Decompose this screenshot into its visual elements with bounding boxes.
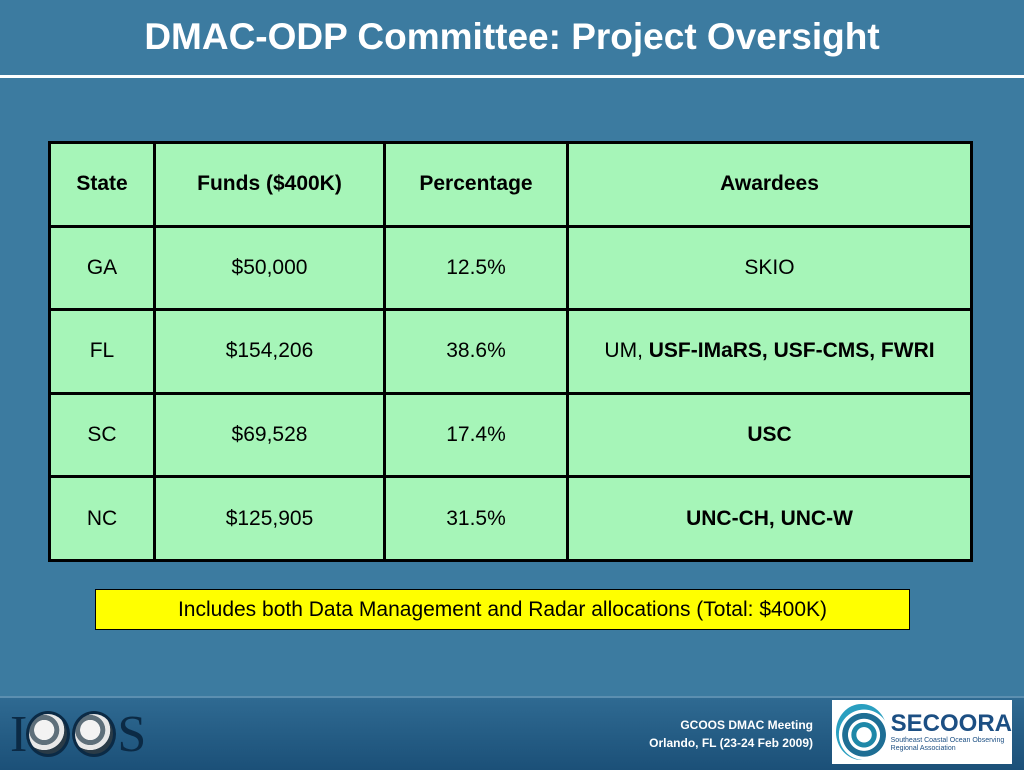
header-percentage: Percentage — [383, 141, 569, 228]
secoora-subtitle-1: Southeast Coastal Ocean Observing — [890, 737, 1005, 744]
cell-state: NC — [48, 475, 156, 562]
secoora-subtitle-2: Regional Association — [890, 745, 956, 752]
ioos-logo: I S — [10, 705, 190, 763]
awardees-plain: UM, — [604, 339, 649, 363]
cell-funds: $50,000 — [153, 224, 386, 312]
header-awardees: Awardees — [566, 141, 973, 228]
table-header-row: State Funds ($400K) Percentage Awardees — [48, 141, 973, 228]
awardees-bold: USF-IMaRS, USF-CMS, FWRI — [648, 339, 935, 363]
logo-letter-i: I — [10, 705, 27, 763]
cell-percentage: 31.5% — [383, 475, 569, 562]
secoora-logo: SECOORA Southeast Coastal Ocean Observin… — [832, 700, 1012, 764]
cell-funds: $154,206 — [153, 308, 386, 395]
table-row: GA $50,000 12.5% SKIO — [48, 224, 973, 312]
secoora-text: SECOORA Southeast Coastal Ocean Observin… — [891, 711, 1012, 753]
meeting-name: GCOOS DMAC Meeting — [680, 718, 813, 732]
cell-awardees: SKIO — [566, 224, 973, 312]
cell-percentage: 38.6% — [383, 308, 569, 395]
table-row: NC $125,905 31.5% UNC-CH, UNC-W — [48, 475, 973, 562]
cell-state: SC — [48, 391, 156, 479]
table-row: FL $154,206 38.6% UM, USF-IMaRS, USF-CMS… — [48, 308, 973, 395]
logo-letter-s: S — [117, 705, 146, 763]
allocation-note: Includes both Data Management and Radar … — [95, 589, 910, 630]
awardees-plain: SKIO — [744, 255, 795, 279]
meeting-location: Orlando, FL (23-24 Feb 2009) — [649, 736, 813, 750]
awardees-bold: UNC-CH, UNC-W — [686, 506, 853, 530]
cell-state: GA — [48, 224, 156, 312]
globe-icon — [72, 711, 117, 757]
secoora-name: SECOORA — [890, 710, 1012, 737]
funds-table: State Funds ($400K) Percentage Awardees … — [48, 141, 973, 562]
cell-state: FL — [48, 308, 156, 395]
header-state: State — [48, 141, 156, 228]
header-funds: Funds ($400K) — [153, 141, 386, 228]
cell-percentage: 17.4% — [383, 391, 569, 479]
awardees-bold: USC — [747, 423, 792, 447]
cell-funds: $69,528 — [153, 391, 386, 479]
title-divider — [0, 75, 1024, 78]
slide-title: DMAC-ODP Committee: Project Oversight — [144, 16, 880, 57]
meeting-info: GCOOS DMAC Meeting Orlando, FL (23-24 Fe… — [649, 716, 813, 752]
table-row: SC $69,528 17.4% USC — [48, 391, 973, 479]
cell-funds: $125,905 — [153, 475, 386, 562]
wave-swirl-icon — [836, 704, 887, 760]
cell-awardees: UNC-CH, UNC-W — [566, 475, 973, 562]
cell-awardees: USC — [566, 391, 973, 479]
cell-percentage: 12.5% — [383, 224, 569, 312]
globe-icon — [26, 711, 71, 757]
cell-awardees: UM, USF-IMaRS, USF-CMS, FWRI — [566, 308, 973, 395]
